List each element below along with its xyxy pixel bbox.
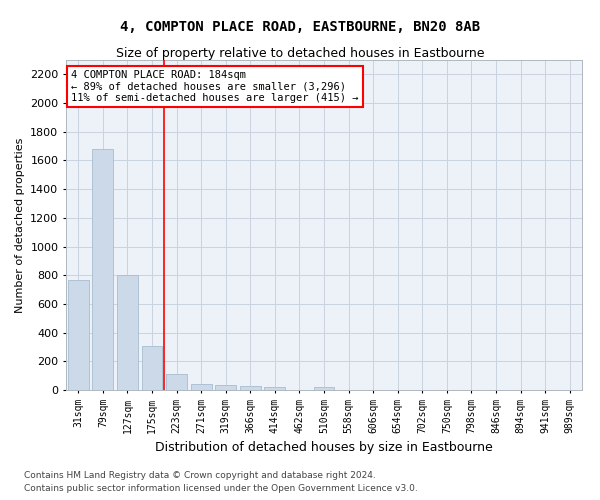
Bar bbox=[314, 387, 334, 390]
X-axis label: Distribution of detached houses by size in Eastbourne: Distribution of detached houses by size … bbox=[155, 441, 493, 454]
Bar bbox=[142, 346, 163, 390]
Bar bbox=[68, 280, 89, 390]
Bar bbox=[166, 374, 187, 390]
Bar bbox=[265, 387, 286, 390]
Bar bbox=[92, 149, 113, 390]
Text: Size of property relative to detached houses in Eastbourne: Size of property relative to detached ho… bbox=[116, 48, 484, 60]
Text: Contains public sector information licensed under the Open Government Licence v3: Contains public sector information licen… bbox=[24, 484, 418, 493]
Bar bbox=[240, 386, 261, 390]
Text: 4, COMPTON PLACE ROAD, EASTBOURNE, BN20 8AB: 4, COMPTON PLACE ROAD, EASTBOURNE, BN20 … bbox=[120, 20, 480, 34]
Bar bbox=[191, 384, 212, 390]
Text: Contains HM Land Registry data © Crown copyright and database right 2024.: Contains HM Land Registry data © Crown c… bbox=[24, 470, 376, 480]
Text: 4 COMPTON PLACE ROAD: 184sqm
← 89% of detached houses are smaller (3,296)
11% of: 4 COMPTON PLACE ROAD: 184sqm ← 89% of de… bbox=[71, 70, 359, 103]
Bar bbox=[117, 275, 138, 390]
Y-axis label: Number of detached properties: Number of detached properties bbox=[14, 138, 25, 312]
Bar bbox=[215, 386, 236, 390]
